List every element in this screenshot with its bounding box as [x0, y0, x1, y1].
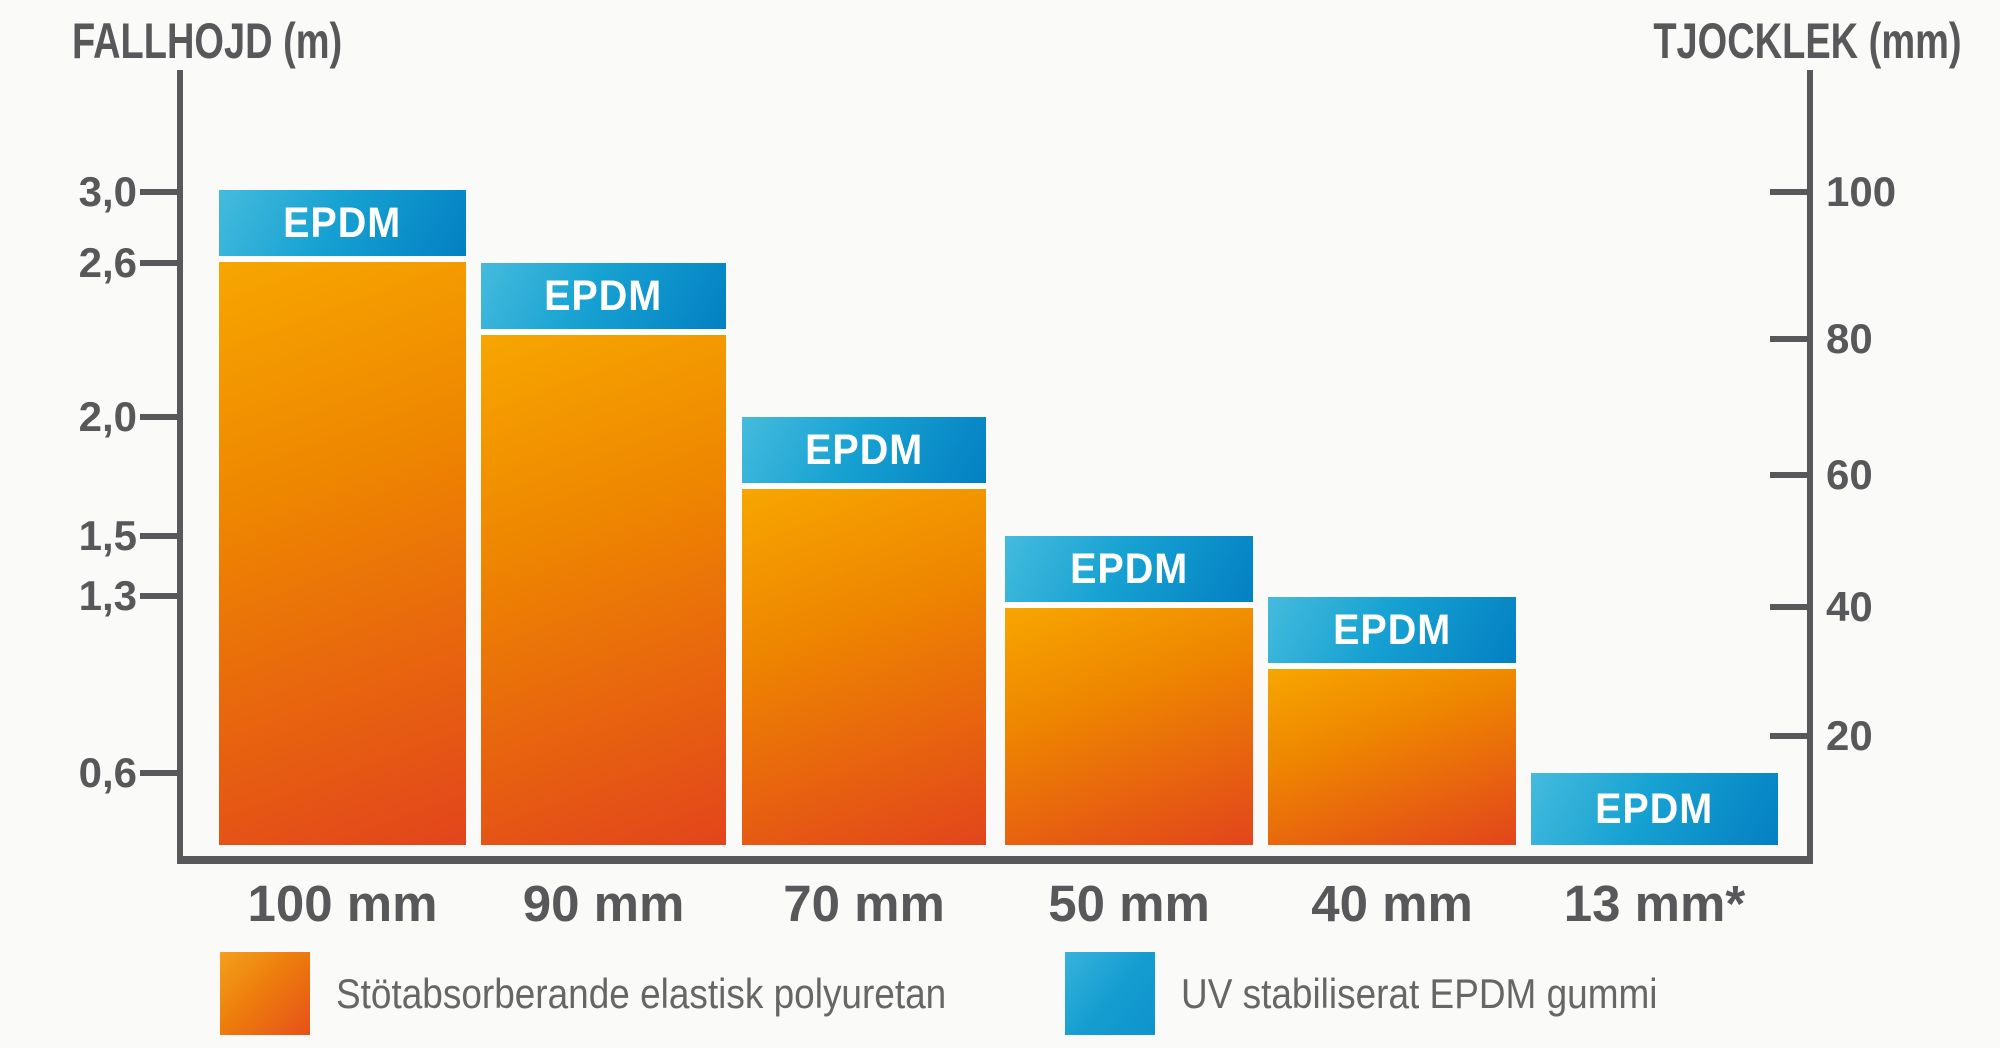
right-axis-tick-label: 20 — [1826, 712, 1873, 759]
polyuretan-segment — [742, 489, 986, 845]
left-axis-tick-label: 3,0 — [78, 168, 137, 215]
epdm-cap-label: EPDM — [1595, 784, 1714, 833]
epdm-legend-label: UV stabiliserat EPDM gummi — [1181, 969, 1658, 1017]
right-axis-tick-mark — [1770, 733, 1807, 739]
legend-item-epdm: UV stabiliserat EPDM gummi — [1065, 952, 1722, 1035]
epdm-cap-label: EPDM — [1070, 544, 1188, 593]
bar-category-label: 90 mm — [522, 875, 685, 932]
legend-item-polyuretan: Stötabsorberande elastisk polyuretan — [220, 952, 1029, 1035]
left-axis-tick-label: 1,5 — [78, 512, 137, 559]
right-axis-tick-mark — [1770, 472, 1807, 478]
epdm-cap-segment: EPDM — [1005, 536, 1253, 608]
epdm-cap-segment: EPDM — [742, 417, 986, 489]
left-axis-tick-mark — [140, 770, 177, 776]
epdm-cap-segment: EPDM — [481, 263, 726, 335]
right-axis-tick-mark — [1770, 604, 1807, 610]
left-axis-tick-mark — [140, 260, 177, 266]
right-axis-tick-label: 40 — [1826, 583, 1873, 630]
x-axis-line — [177, 856, 1813, 864]
left-axis-line — [177, 70, 183, 864]
right-axis-title: TJOCKLEK (mm) — [1653, 13, 1962, 69]
polyuretan-segment — [481, 335, 726, 845]
right-axis-tick-label: 80 — [1826, 315, 1873, 362]
epdm-cap-label: EPDM — [283, 198, 402, 247]
bar-category-label: 50 mm — [1048, 875, 1210, 932]
epdm-swatch-icon — [1065, 952, 1155, 1035]
epdm-cap-segment: EPDM — [1268, 597, 1516, 669]
epdm-cap-label: EPDM — [805, 425, 923, 474]
left-axis-tick-label: 2,6 — [78, 239, 137, 286]
epdm-cap-label: EPDM — [1333, 605, 1451, 654]
bar-category-label: 70 mm — [783, 875, 945, 932]
epdm-cap-segment: EPDM — [1531, 773, 1778, 845]
left-axis-title: FALLHOJD (m) — [72, 13, 343, 69]
polyuretan-legend-label: Stötabsorberande elastisk polyuretan — [336, 969, 947, 1017]
epdm-cap-segment: EPDM — [219, 190, 466, 262]
bar-category-label: 13 mm* — [1563, 875, 1746, 932]
left-axis-tick-mark — [140, 189, 177, 195]
polyuretan-segment — [1005, 608, 1253, 845]
bar-category-label: 100 mm — [247, 875, 438, 932]
left-axis-tick-label: 1,3 — [78, 572, 137, 619]
polyuretan-swatch-icon — [220, 952, 310, 1035]
polyuretan-segment — [1268, 669, 1516, 845]
polyuretan-segment — [219, 262, 466, 845]
left-axis-tick-mark — [140, 414, 177, 420]
bar-category-label: 40 mm — [1311, 875, 1473, 932]
right-axis-tick-mark — [1770, 189, 1807, 195]
left-axis-tick-mark — [140, 533, 177, 539]
left-axis-tick-mark — [140, 593, 177, 599]
right-axis-line — [1807, 70, 1813, 864]
epdm-cap-label: EPDM — [544, 271, 663, 320]
right-axis-tick-label: 60 — [1826, 451, 1873, 498]
right-axis-tick-label: 100 — [1826, 168, 1897, 215]
right-axis-tick-mark — [1770, 336, 1807, 342]
left-axis-tick-label: 0,6 — [78, 749, 137, 796]
left-axis-tick-label: 2,0 — [78, 393, 137, 440]
